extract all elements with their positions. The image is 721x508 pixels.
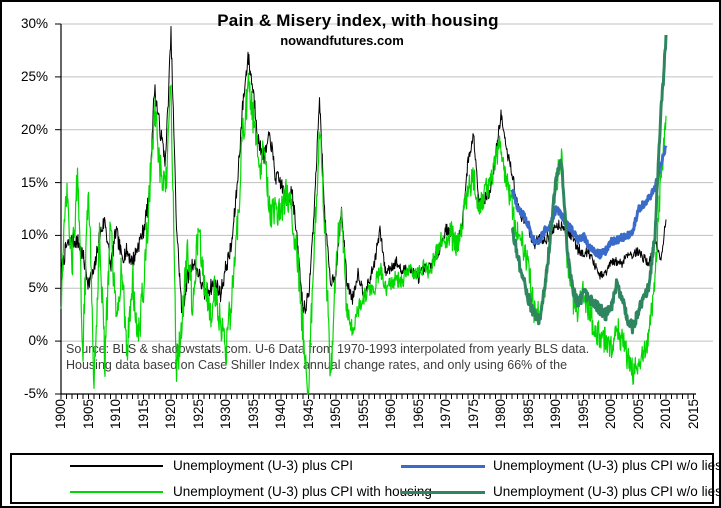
legend-line-sample <box>401 464 485 468</box>
x-axis-label: 1900 <box>53 399 68 430</box>
legend-line-sample <box>70 491 163 493</box>
series-line-2 <box>510 145 668 260</box>
x-axis-label: 1985 <box>521 399 536 430</box>
x-axis-label: 1970 <box>438 399 453 430</box>
legend-item-label: Unemployment (U-3) plus CPI <box>173 458 354 473</box>
x-axis-label: 1905 <box>81 399 96 430</box>
y-axis-label: 20% <box>20 122 48 137</box>
source-note: Source: BLS & shadowstats.com. U-6 Data … <box>66 342 589 373</box>
legend-item-label: Unemployment (U-3) plus CPI w/o lies and… <box>493 484 721 499</box>
y-axis-label: 5% <box>28 280 48 295</box>
legend-item-label: Unemployment (U-3) plus CPI w/o lies <box>493 458 721 473</box>
plot-area <box>55 23 713 399</box>
series-line-3 <box>511 34 668 335</box>
x-axis-label: 1925 <box>191 399 206 430</box>
x-axis-label: 1995 <box>576 399 591 430</box>
y-axis-label: 30% <box>20 16 48 31</box>
x-axis-label: 1935 <box>246 399 261 430</box>
x-axis-label: 1915 <box>136 399 151 430</box>
source-note-line1: Source: BLS & shadowstats.com. U-6 Data … <box>66 342 590 356</box>
x-axis-label: 1950 <box>328 399 343 430</box>
x-axis-label: 1965 <box>411 399 426 430</box>
source-note-line2: Housing data based on Case Shiller Index… <box>66 357 568 372</box>
chart-title: Pain & Misery index, with housing <box>217 11 499 30</box>
x-axis-label: 1930 <box>218 399 233 430</box>
x-axis-label: 1980 <box>493 399 508 430</box>
x-axis-label: 2010 <box>658 399 673 430</box>
x-axis-label: 1955 <box>356 399 371 430</box>
y-axis-label: -5% <box>23 386 48 401</box>
y-axis-label: 0% <box>28 333 48 348</box>
legend-line-sample <box>70 465 163 467</box>
x-axis-label: 2015 <box>686 399 701 430</box>
y-axis-label: 25% <box>20 69 48 84</box>
x-axis-label: 2000 <box>603 399 618 430</box>
series-line-0 <box>60 26 667 314</box>
x-axis-label: 1920 <box>163 399 178 430</box>
x-axis-label: 1910 <box>108 399 123 430</box>
legend-line-sample <box>401 490 485 494</box>
y-axis-label: 10% <box>20 227 48 242</box>
x-axis-label: 1975 <box>466 399 481 430</box>
x-axis-label: 1960 <box>383 399 398 430</box>
chart-subtitle: nowandfutures.com <box>280 33 404 48</box>
x-axis-label: 1990 <box>548 399 563 430</box>
x-axis-label: 2005 <box>631 399 646 430</box>
x-axis-label: 1945 <box>301 399 316 430</box>
x-axis-label: 1940 <box>273 399 288 430</box>
legend: Unemployment (U-3) plus CPI Unemployment … <box>10 453 719 504</box>
y-axis-label: 15% <box>20 175 48 190</box>
legend-item-label: Unemployment (U-3) plus CPI with housing <box>173 484 432 499</box>
